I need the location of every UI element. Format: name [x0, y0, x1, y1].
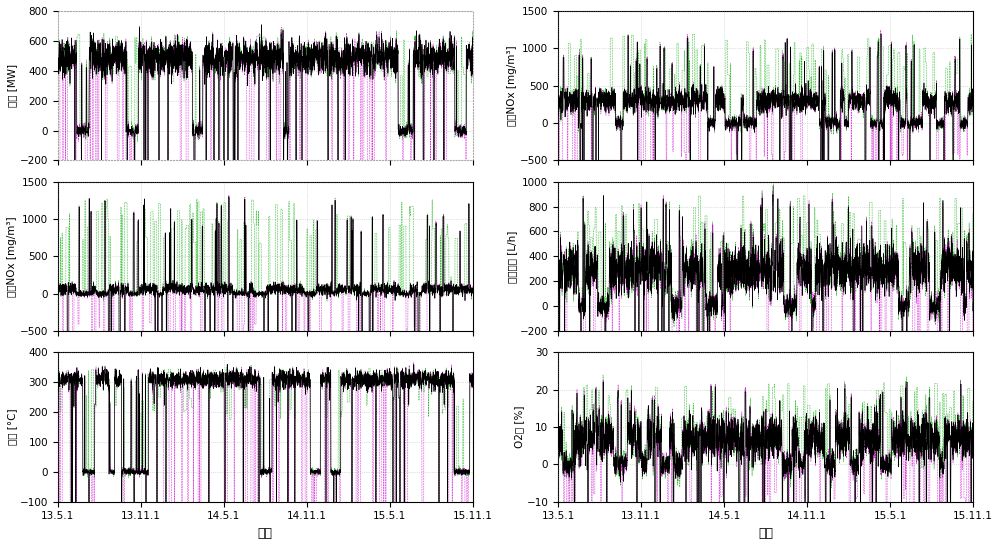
Y-axis label: 负荷 [MW]: 负荷 [MW] — [7, 64, 17, 107]
Y-axis label: 烟温 [°C]: 烟温 [°C] — [7, 409, 17, 445]
X-axis label: 时间: 时间 — [758, 527, 773, 540]
Y-axis label: O2量 [%]: O2量 [%] — [514, 406, 524, 448]
X-axis label: 时间: 时间 — [258, 527, 273, 540]
Y-axis label: 尿素流量 [L/h]: 尿素流量 [L/h] — [507, 230, 517, 283]
Y-axis label: 出口NOx [mg/m³]: 出口NOx [mg/m³] — [7, 216, 17, 296]
Y-axis label: 入口NOx [mg/m³]: 入口NOx [mg/m³] — [507, 45, 517, 126]
